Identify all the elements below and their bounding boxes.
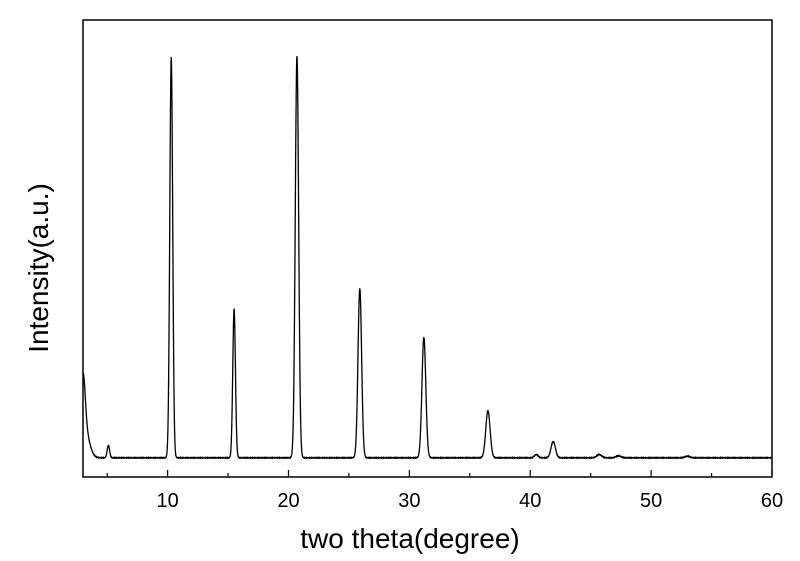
x-tick-label: 60 [761, 490, 783, 512]
x-tick-label: 40 [519, 490, 541, 512]
x-tick-label: 30 [398, 490, 420, 512]
x-tick-label: 10 [156, 490, 178, 512]
x-axis-title: two theta(degree) [300, 523, 519, 554]
x-tick-label: 50 [640, 490, 662, 512]
series-line [82, 55, 773, 460]
x-tick-label: 20 [277, 490, 299, 512]
plot-frame [82, 19, 773, 478]
y-axis-title: Intensity(a.u.) [23, 183, 54, 353]
x-axis-tick-labels: 10 20 30 40 50 60 [156, 490, 783, 512]
x-axis-ticks [106, 470, 773, 477]
